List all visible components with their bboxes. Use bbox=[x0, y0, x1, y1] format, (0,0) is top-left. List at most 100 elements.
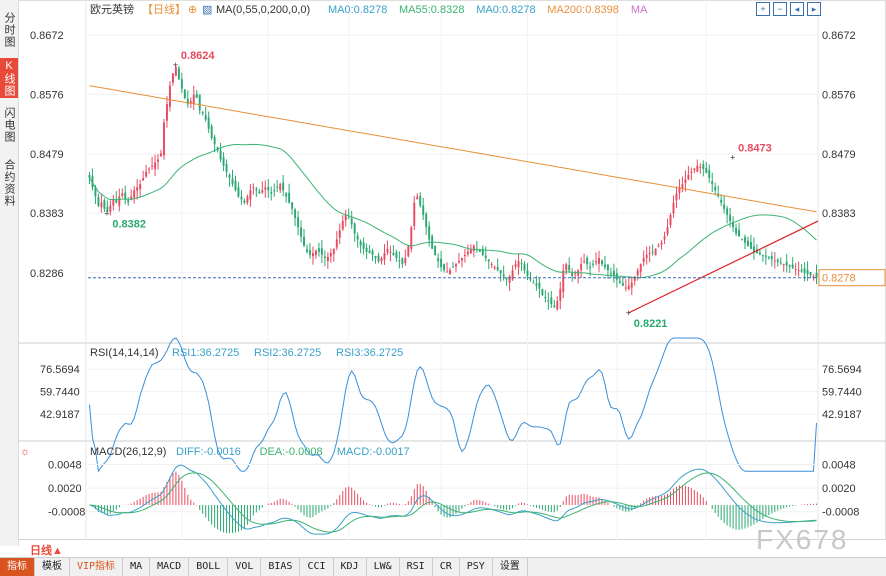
candle-body bbox=[764, 255, 767, 257]
candle-body bbox=[121, 193, 124, 196]
period-button[interactable]: 日线▲ bbox=[30, 545, 63, 557]
macd-tick-right: 0.0048 bbox=[822, 459, 856, 471]
y-tick-left: 0.8286 bbox=[30, 268, 64, 280]
ma-config-icon: ▧ bbox=[202, 4, 212, 16]
macd-tick-right: -0.0008 bbox=[822, 507, 859, 519]
candle-body bbox=[300, 227, 303, 237]
candle-body bbox=[603, 264, 606, 268]
candle-body bbox=[249, 190, 252, 200]
indicator-tab-12[interactable]: CR bbox=[433, 558, 460, 576]
candle-body bbox=[186, 98, 189, 105]
candle-body bbox=[195, 93, 198, 98]
candle-body bbox=[413, 202, 416, 226]
candle-body bbox=[294, 209, 297, 218]
candle-body bbox=[151, 165, 154, 167]
indicator-tab-9[interactable]: KDJ bbox=[334, 558, 367, 576]
candle-body bbox=[258, 191, 261, 194]
candle-body bbox=[800, 269, 803, 272]
candle-body bbox=[154, 162, 157, 170]
candle-body bbox=[112, 199, 115, 206]
candle-body bbox=[705, 167, 708, 174]
candle-body bbox=[282, 182, 285, 191]
indicator-tab-14[interactable]: 设置 bbox=[493, 558, 528, 576]
candle-body bbox=[606, 264, 609, 271]
candle-body bbox=[699, 166, 702, 168]
indicator-tab-5[interactable]: BOLL bbox=[189, 558, 229, 576]
move-right-icon[interactable]: ▸ bbox=[807, 2, 821, 16]
candle-body bbox=[264, 187, 267, 190]
zoom-out-icon[interactable]: − bbox=[773, 2, 787, 16]
candle-body bbox=[145, 171, 148, 177]
toolbar-icons: + − ◂ ▸ bbox=[756, 2, 821, 16]
candle-body bbox=[523, 263, 526, 271]
candle-body bbox=[210, 126, 213, 138]
candle-body bbox=[654, 248, 657, 256]
candle-body bbox=[425, 213, 428, 228]
candle-body bbox=[428, 226, 431, 240]
indicator-tab-6[interactable]: VOL bbox=[228, 558, 262, 576]
candle-body bbox=[770, 256, 773, 260]
candle-body bbox=[192, 94, 195, 104]
macd-tick-left: 0.0020 bbox=[48, 483, 82, 495]
ma-value: MA bbox=[631, 4, 648, 16]
macd-settings-icon: ☼ bbox=[20, 446, 30, 458]
candle-body bbox=[499, 270, 502, 274]
candle-body bbox=[520, 263, 523, 265]
indicator-tab-11[interactable]: RSI bbox=[400, 558, 433, 576]
candle-body bbox=[681, 184, 684, 188]
candle-body bbox=[663, 236, 666, 240]
candle-body bbox=[556, 301, 559, 310]
candle-body bbox=[434, 245, 437, 255]
candle-body bbox=[180, 79, 183, 89]
candle-body bbox=[252, 187, 255, 189]
candle-body bbox=[380, 258, 383, 262]
candle-body bbox=[502, 274, 505, 277]
candle-body bbox=[130, 196, 133, 201]
sidebar-tab-1[interactable]: K线图 bbox=[0, 58, 18, 98]
candle-body bbox=[630, 282, 633, 288]
candle-body bbox=[362, 242, 365, 249]
candle-body bbox=[356, 235, 359, 240]
candle-body bbox=[508, 276, 511, 283]
indicator-tab-4[interactable]: MACD bbox=[150, 558, 190, 576]
indicator-tab-10[interactable]: LW& bbox=[367, 558, 400, 576]
sidebar-tab-2[interactable]: 闪电图 bbox=[3, 107, 15, 143]
candle-body bbox=[672, 202, 675, 214]
zoom-in-icon[interactable]: + bbox=[756, 2, 770, 16]
sidebar-tab-3[interactable]: 合约资料 bbox=[3, 159, 15, 207]
indicator-tab-1[interactable]: 模板 bbox=[35, 558, 70, 576]
candle-body bbox=[410, 227, 413, 249]
candle-body bbox=[621, 282, 624, 286]
indicator-tab-2[interactable]: VIP指标 bbox=[70, 558, 124, 576]
candle-body bbox=[392, 252, 395, 255]
sidebar-tab-0[interactable]: 分时图 bbox=[3, 12, 15, 48]
indicator-tab-13[interactable]: PSY bbox=[460, 558, 493, 576]
candle-body bbox=[452, 266, 454, 268]
candle-body bbox=[478, 249, 481, 252]
indicator-tab-0[interactable]: 指标 bbox=[0, 558, 35, 576]
candle-body bbox=[160, 153, 162, 157]
candle-body bbox=[785, 261, 788, 266]
candle-body bbox=[505, 277, 508, 280]
candle-body bbox=[303, 236, 305, 246]
move-left-icon[interactable]: ◂ bbox=[790, 2, 804, 16]
symbol-name: 欧元英镑 bbox=[90, 2, 134, 16]
indicator-tab-8[interactable]: CCI bbox=[300, 558, 334, 576]
candle-body bbox=[589, 266, 592, 268]
annotation-marker: + bbox=[730, 153, 735, 163]
diff-line bbox=[89, 464, 817, 535]
candle-body bbox=[419, 195, 422, 206]
candle-body bbox=[568, 265, 571, 271]
candle-body bbox=[377, 255, 380, 262]
candle-body bbox=[618, 280, 621, 283]
indicator-tab-3[interactable]: MA bbox=[123, 558, 151, 576]
candle-body bbox=[347, 217, 350, 219]
indicator-tab-7[interactable]: BIAS bbox=[261, 558, 301, 576]
rsi-value: RSI1:36.2725 bbox=[172, 347, 239, 359]
candle-body bbox=[314, 250, 317, 256]
candle-body bbox=[678, 187, 681, 193]
candle-body bbox=[496, 266, 499, 271]
candle-body bbox=[776, 259, 779, 262]
candle-body bbox=[806, 269, 809, 274]
chart-area: 0.8672 0.8672 0.8576 0.8576 0.8479 0.8479 0.83… bbox=[18, 0, 886, 540]
